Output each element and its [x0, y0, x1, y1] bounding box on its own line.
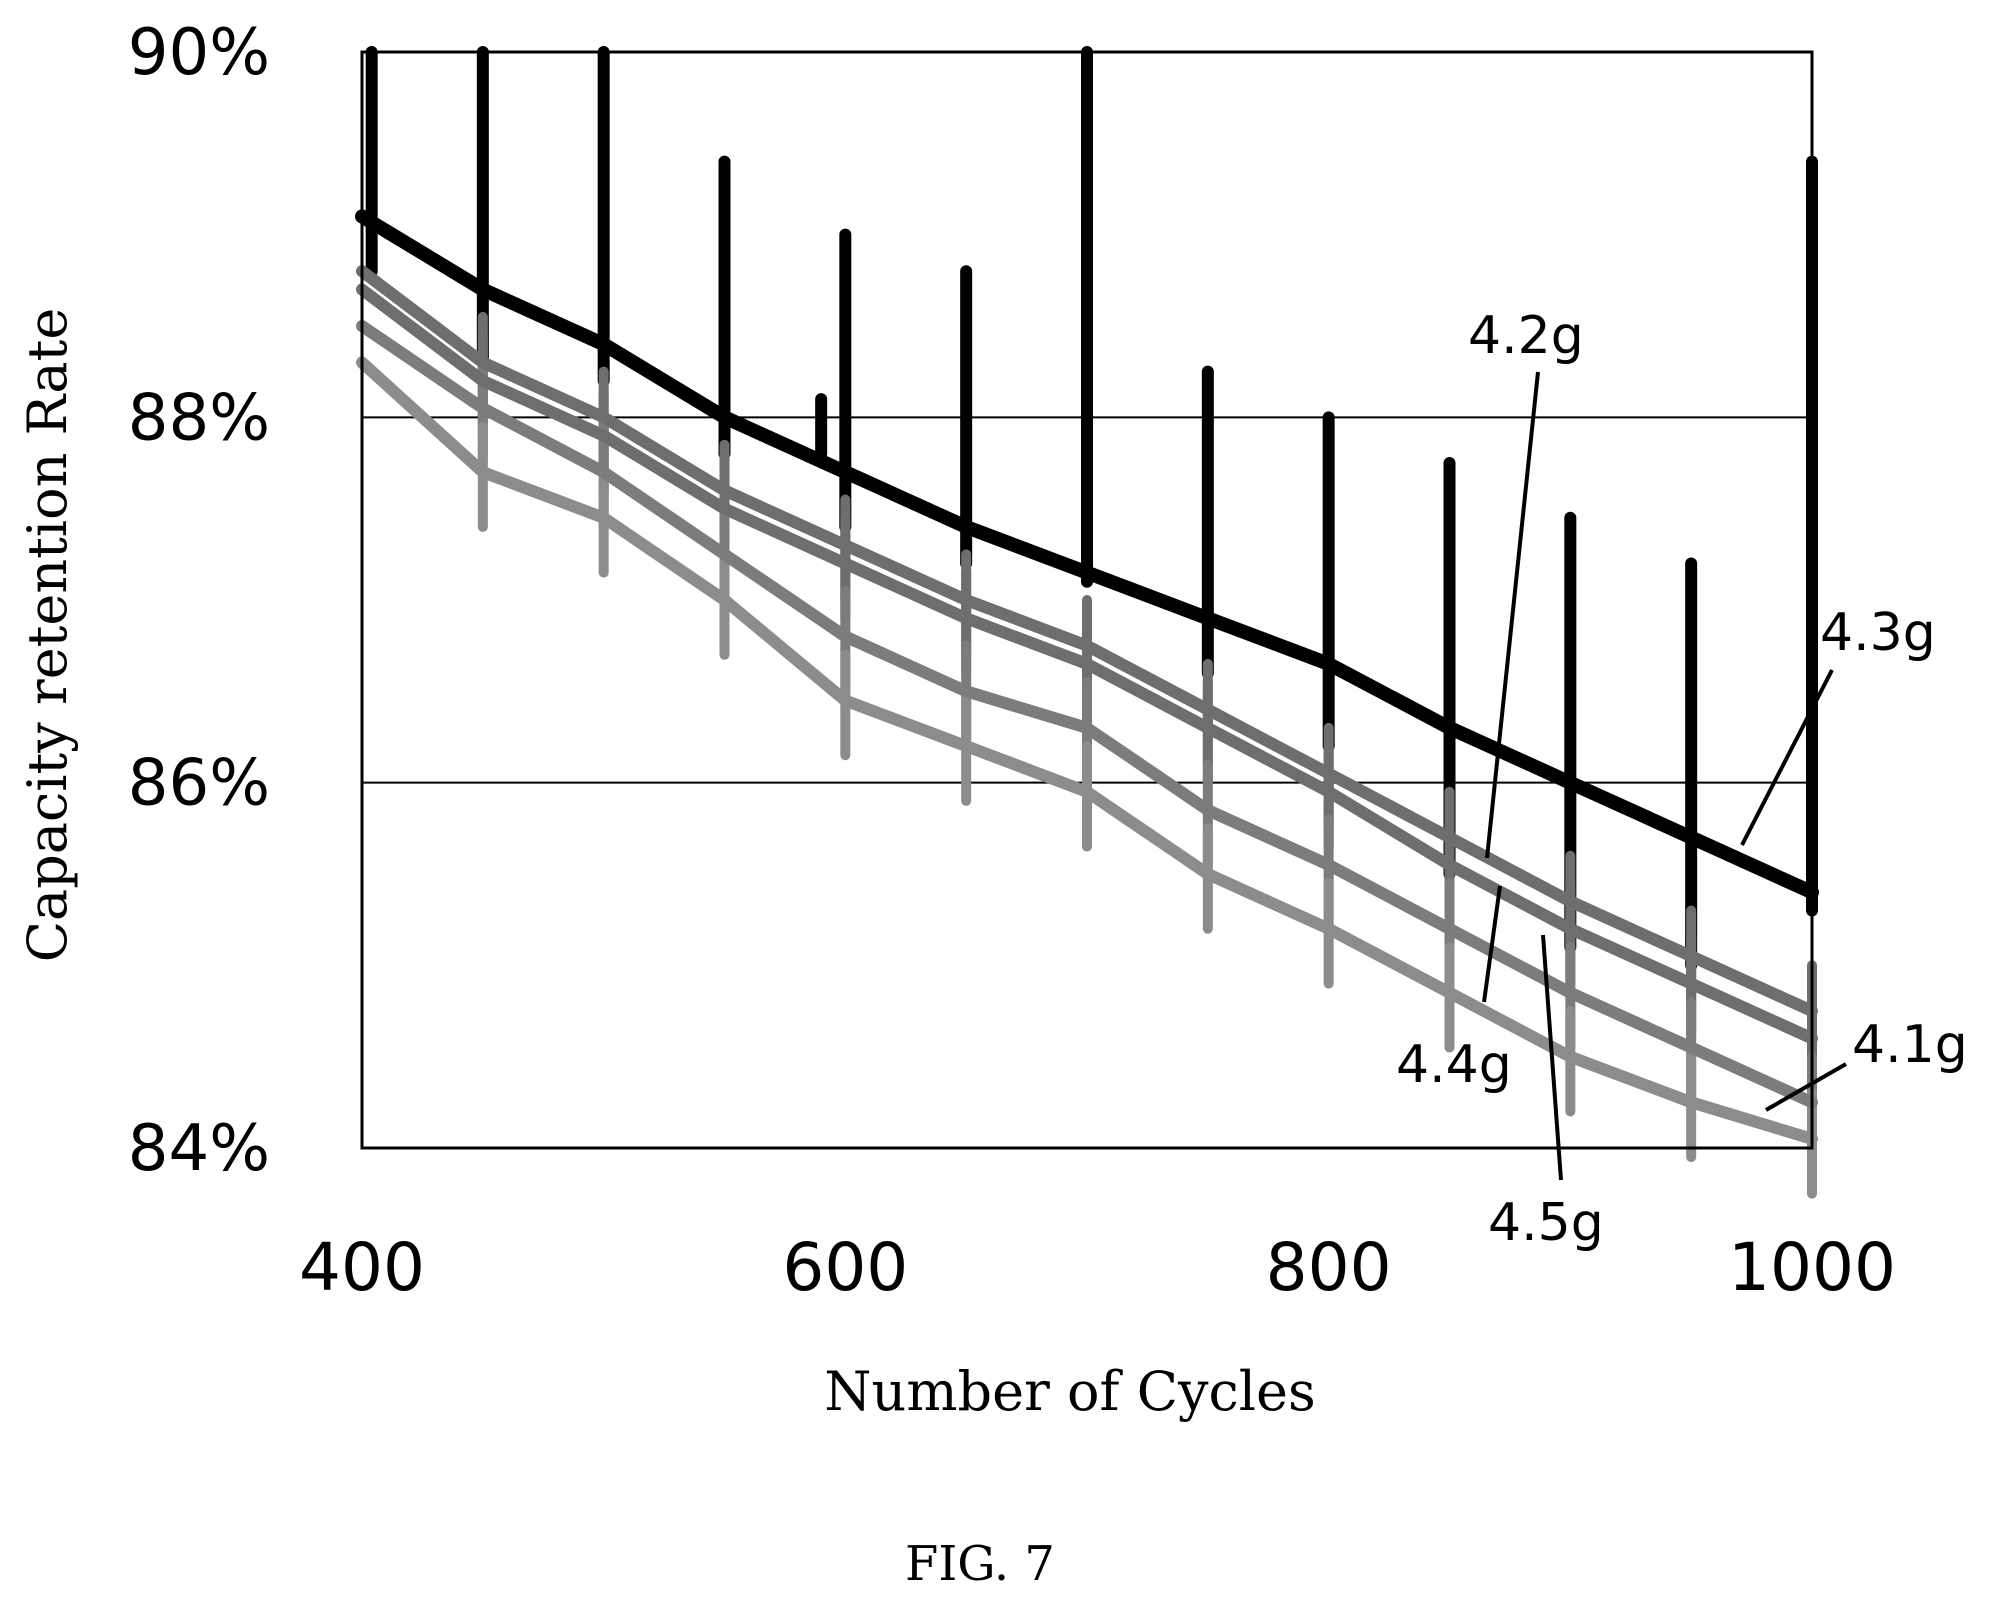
figure-caption: FIG. 7: [905, 1536, 1055, 1592]
y-tick-label-3: 90%: [128, 16, 270, 90]
leader-4-4g: [1482, 885, 1502, 1003]
series-line-4-2g: [356, 265, 1818, 1017]
x-tick-labels: 400 600 800 1000: [299, 1229, 1896, 1306]
annotation-leaders: [1482, 371, 1847, 1181]
series-lines: [355, 209, 1819, 1145]
series-line-4-1g: [356, 356, 1818, 1145]
leader-4-3g: [1740, 669, 1834, 846]
y-axis-title: Capacity retention Rate: [16, 308, 79, 963]
annotation-4-2g: 4.2g: [1468, 306, 1584, 366]
annotation-4-4g: 4.4g: [1396, 1035, 1512, 1095]
y-tick-label-2: 88%: [128, 381, 270, 455]
annotation-4-1g: 4.1g: [1852, 1015, 1968, 1075]
leader-4-1g: [1765, 1062, 1847, 1112]
annotation-4-5g: 4.5g: [1488, 1193, 1604, 1253]
measurement-spikes: [365, 46, 1818, 1199]
plot-frame: [360, 50, 1814, 1150]
x-tick-label-1: 600: [782, 1229, 908, 1306]
series-line-4-4g: [356, 283, 1818, 1045]
series-line-4-3g: [355, 209, 1819, 900]
x-axis-title: Number of Cycles: [824, 1360, 1315, 1423]
leader-4-2g: [1485, 371, 1540, 859]
y-tick-label-1: 86%: [128, 747, 270, 821]
x-tick-label-0: 400: [299, 1229, 425, 1306]
series-line-4-5g: [356, 320, 1818, 1109]
annotation-4-3g: 4.3g: [1820, 603, 1936, 663]
x-tick-label-3: 1000: [1728, 1229, 1896, 1306]
plot-border: [360, 50, 1814, 1150]
y-tick-labels: 84% 86% 88% 90%: [128, 16, 270, 1186]
y-tick-label-0: 84%: [128, 1112, 270, 1186]
leader-4-5g: [1541, 934, 1563, 1181]
x-tick-label-2: 800: [1266, 1229, 1392, 1306]
